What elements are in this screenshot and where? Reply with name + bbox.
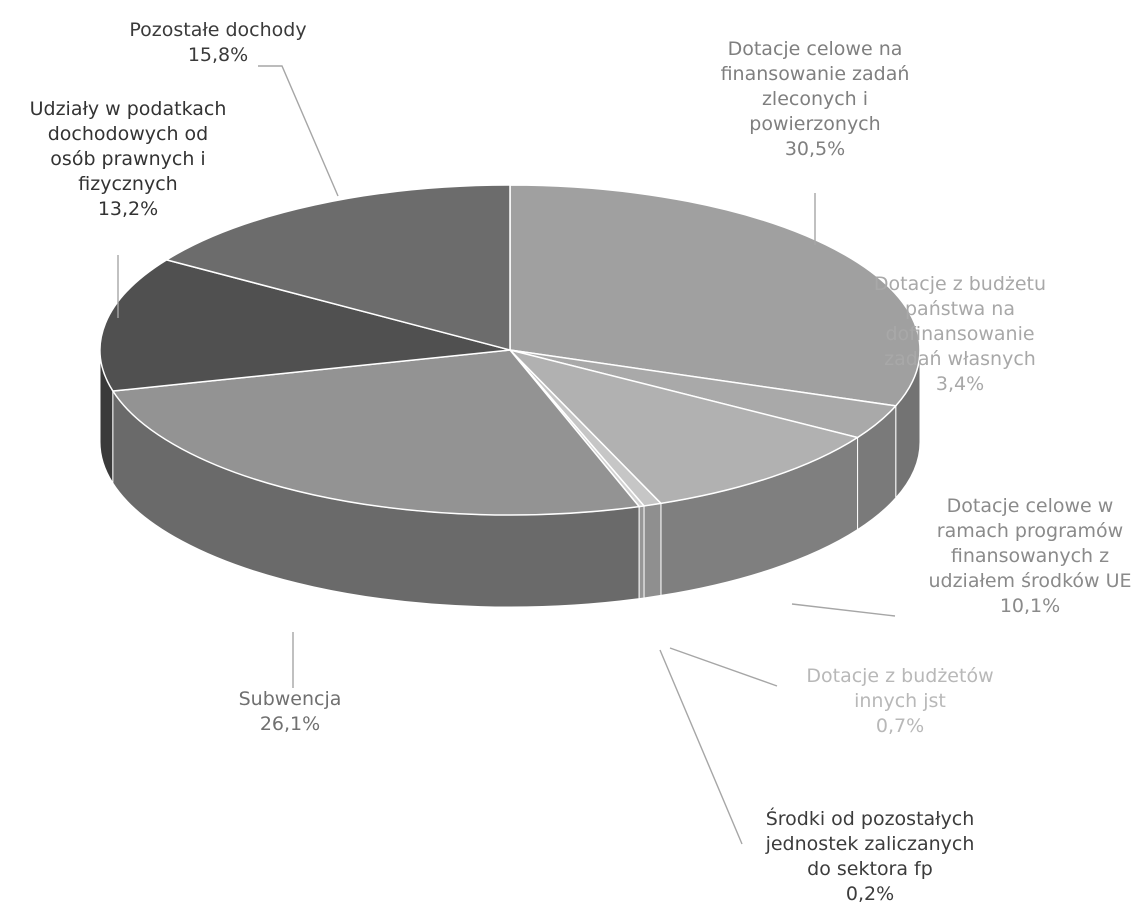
slice-label-line: zleconych i xyxy=(762,88,868,110)
slice-label-line: Dotacje z budżetów xyxy=(806,665,993,687)
pie-slice-udzialy-podatki xyxy=(99,259,511,392)
slice-label-line: Dotacje z budżetu xyxy=(874,273,1046,295)
pie-slice-subwencja xyxy=(111,349,641,516)
slice-label-line: finansowanie zadań xyxy=(721,63,910,85)
slice-label-line: powierzonych xyxy=(749,113,880,135)
slice-label-line: Środki od pozostałych xyxy=(766,806,975,830)
slice-value-label: 30,5% xyxy=(785,138,845,160)
slice-label-line: osób prawnych i xyxy=(50,148,205,170)
slice-label-subwencja: Subwencja 26,1% xyxy=(239,688,342,735)
slice-label-line: innych jst xyxy=(854,690,946,712)
slice-label-line: Pozostałe dochody xyxy=(129,19,306,41)
slice-label-line: fizycznych xyxy=(78,173,177,195)
slice-label-line: ramach programów xyxy=(937,520,1123,542)
slice-label-srodki-sektor-fp: Środki od pozostałych jednostek zaliczany… xyxy=(765,806,975,905)
slice-label-line: Subwencja xyxy=(239,688,342,710)
slice-value-label: 0,2% xyxy=(846,883,894,905)
pie-slice-pozostale-dochody xyxy=(164,184,511,351)
slice-label-line: dochodowych od xyxy=(48,123,208,145)
slice-label-line: Dotacje celowe w xyxy=(947,495,1114,517)
slice-label-udzialy-podatki: Udziały w podatkach dochodowych od osób pr… xyxy=(30,98,227,220)
slice-label-line: finansowanych z xyxy=(951,545,1109,567)
slice-value-label: 0,7% xyxy=(876,715,924,737)
slice-label-dotacje-ue: Dotacje celowe w ramach programów finansow… xyxy=(928,495,1131,617)
slice-label-dotacje-celowe-zlecone: Dotacje celowe na finansowanie zadań zleco… xyxy=(721,38,910,160)
pie-slice-dotacje-celowe-zlecone xyxy=(509,184,921,407)
pie-tops xyxy=(99,184,921,516)
slice-label-line: Dotacje celowe na xyxy=(728,38,903,60)
leader-line-dotacje-ue xyxy=(791,603,896,617)
slice-label-line: jednostek zaliczanych xyxy=(765,833,975,855)
slice-label-line: państwa na xyxy=(905,298,1015,320)
leader-line-dotacje-inne-jst xyxy=(669,647,778,687)
leader-line-pozostale-dochody xyxy=(258,65,339,197)
slice-label-pozostale-dochody: Pozostałe dochody 15,8% xyxy=(129,19,306,66)
slice-value-label: 3,4% xyxy=(936,373,984,395)
slice-label-line: dofinansowanie xyxy=(885,323,1034,345)
pie-side-dotacje-inne-jst xyxy=(643,502,662,599)
slice-label-line: Udziały w podatkach xyxy=(30,98,227,120)
pie-side-srodki-sektor-fp xyxy=(638,505,645,600)
slice-value-label: 13,2% xyxy=(98,198,158,220)
slice-label-line: udziałem środków UE xyxy=(928,570,1131,592)
pie-slice-dotacje-ue xyxy=(507,348,860,505)
slice-label-dotacje-inne-jst: Dotacje z budżetów innych jst 0,7% xyxy=(806,665,993,737)
slice-label-line: do sektora fp xyxy=(807,858,933,880)
leader-line-srodki-sektor-fp xyxy=(659,649,743,845)
slice-labels: Dotacje celowe na finansowanie zadań zleco… xyxy=(30,19,1132,905)
slice-value-label: 15,8% xyxy=(188,44,248,66)
slice-label-dotacje-bp-wlasne: Dotacje z budżetu państwa na dofinansowani… xyxy=(874,273,1046,395)
slice-label-line: zadań własnych xyxy=(884,348,1036,370)
leader-lines xyxy=(117,65,896,845)
slice-value-label: 10,1% xyxy=(1000,595,1060,617)
slice-value-label: 26,1% xyxy=(260,713,320,735)
